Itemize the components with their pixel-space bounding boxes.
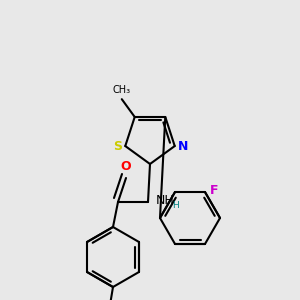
Text: H: H	[172, 202, 179, 211]
Text: NH: NH	[156, 194, 175, 206]
Text: F: F	[210, 184, 218, 196]
Text: S: S	[113, 140, 122, 152]
Text: N: N	[178, 140, 188, 152]
Text: CH₃: CH₃	[113, 85, 131, 95]
Text: O: O	[121, 160, 131, 173]
